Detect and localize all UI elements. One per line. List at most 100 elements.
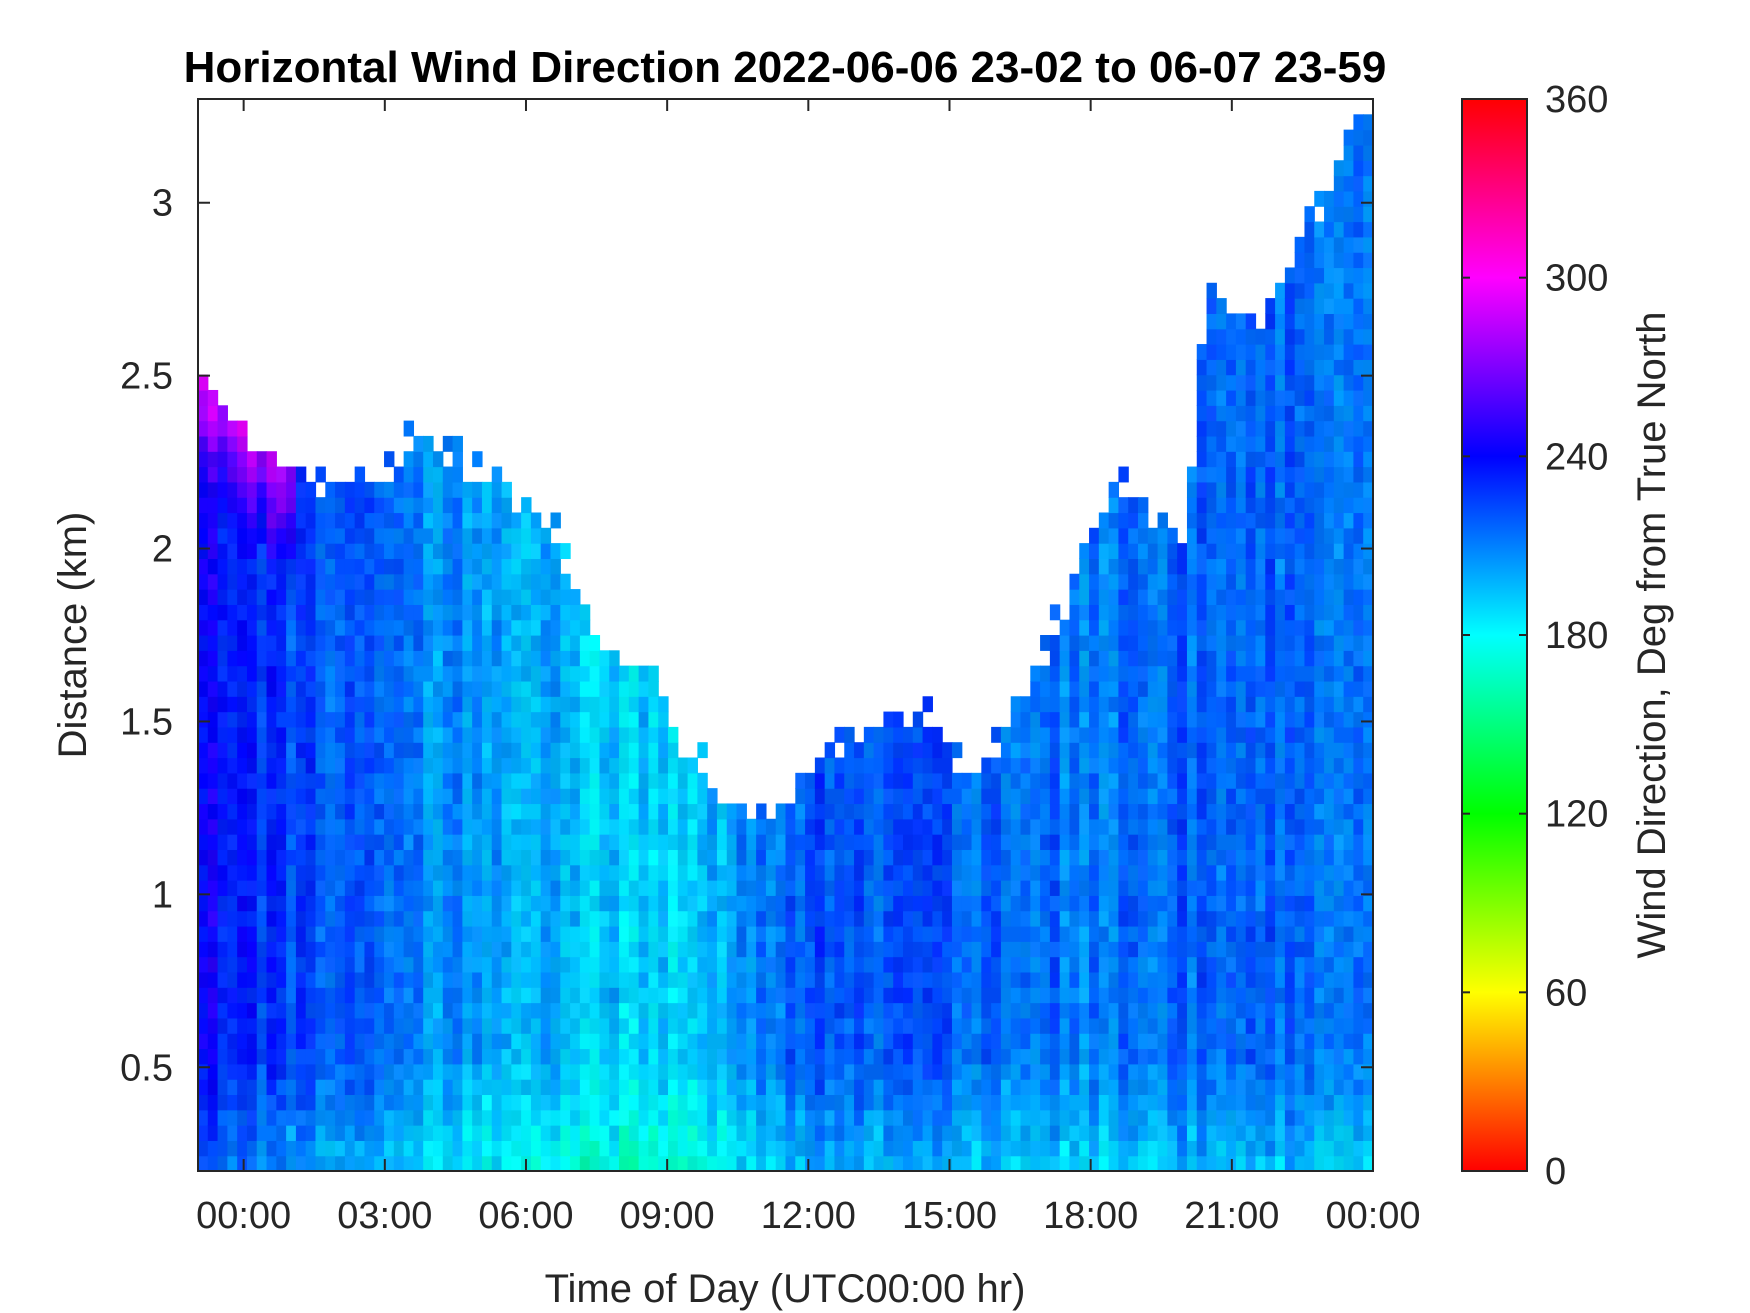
heat-cell [981, 788, 992, 805]
heat-cell [354, 635, 366, 651]
heat-cell [1275, 543, 1286, 560]
heat-cell [903, 757, 914, 774]
heat-cell [374, 1109, 385, 1126]
heat-cell [1343, 543, 1355, 560]
heat-cell [1363, 665, 1373, 682]
heat-cell [863, 1140, 875, 1157]
heat-cell [1324, 910, 1335, 927]
heat-cell [746, 1125, 757, 1141]
heat-cell [805, 987, 816, 1004]
heat-cell [668, 880, 679, 896]
heat-cell [805, 1094, 816, 1111]
heat-cell [266, 1079, 277, 1096]
heat-cell [286, 527, 297, 544]
heat-cell [207, 1079, 219, 1096]
heat-cell [687, 956, 698, 973]
heat-cell [687, 941, 698, 958]
heat-cell [863, 834, 875, 850]
heat-cell [658, 1140, 669, 1157]
heat-cell [198, 1094, 209, 1111]
heat-cell [873, 1002, 885, 1019]
heat-cell [462, 772, 473, 789]
heat-cell [344, 1140, 356, 1157]
heat-cell [951, 895, 963, 912]
heat-cell [697, 834, 708, 850]
heat-cell [1284, 604, 1296, 621]
heat-cell [1000, 910, 1012, 927]
heat-cell [217, 527, 228, 544]
heat-cell [491, 497, 503, 514]
heat-cell [1235, 389, 1247, 406]
heat-cell [1245, 941, 1257, 958]
heat-cell [295, 1017, 307, 1034]
heat-cell [795, 987, 806, 1004]
heat-cell [579, 1033, 591, 1050]
heat-cell [1343, 206, 1355, 223]
heat-cell [1128, 497, 1139, 514]
heat-cell [481, 543, 493, 560]
heat-cell [384, 1140, 395, 1157]
heat-cell [961, 849, 973, 866]
heat-cell [1304, 313, 1315, 330]
heat-cell [423, 1048, 434, 1065]
heat-cell [795, 1017, 806, 1034]
heat-cell [795, 788, 806, 805]
heat-cell [824, 803, 836, 820]
heat-cell [1294, 971, 1306, 988]
heat-cell [1343, 589, 1355, 605]
heat-cell [481, 604, 493, 621]
heat-cell [1000, 834, 1012, 850]
heat-cell [1108, 558, 1120, 575]
heat-cell [756, 910, 767, 927]
heat-cell [1343, 635, 1355, 651]
heat-cell [481, 1033, 493, 1050]
heat-cell [1108, 818, 1120, 835]
heat-cell [1304, 696, 1315, 713]
heat-cell [1118, 680, 1129, 697]
heat-cell [1294, 604, 1306, 621]
heat-cell [736, 1079, 747, 1096]
heat-cell [1049, 910, 1061, 927]
heat-cell [883, 1017, 894, 1034]
heat-cell [873, 1155, 885, 1171]
heat-cell [384, 803, 395, 820]
heat-cell [462, 665, 473, 682]
heat-cell [1235, 650, 1247, 667]
heat-cell [1363, 941, 1373, 958]
heat-cell [736, 1140, 747, 1157]
heat-cell [932, 1140, 943, 1157]
heat-cell [1235, 405, 1247, 422]
heat-cell [648, 665, 659, 682]
heat-cell [452, 558, 463, 575]
heat-cell [1294, 1002, 1306, 1019]
heat-cell [560, 818, 571, 835]
heat-cell [1324, 772, 1335, 789]
heat-cell [1235, 497, 1247, 514]
heat-cell [1206, 527, 1217, 544]
heat-cell [1284, 466, 1296, 483]
heat-cell [276, 1094, 287, 1111]
heat-cell [1138, 604, 1149, 621]
heat-cell [1226, 405, 1237, 422]
heat-cell [1235, 834, 1247, 850]
heat-cell [726, 1048, 738, 1065]
heat-cell [1284, 527, 1296, 544]
heat-cell [384, 1048, 395, 1065]
heat-cell [619, 1109, 630, 1126]
heat-cell [550, 864, 561, 881]
heat-cell [560, 589, 571, 605]
heat-cell [354, 910, 366, 927]
heat-cell [227, 742, 238, 759]
heat-cell [462, 589, 473, 605]
heat-cell [335, 1063, 346, 1080]
heat-cell [844, 1017, 855, 1034]
heat-cell [1314, 987, 1325, 1004]
heat-cell [393, 573, 405, 590]
heat-cell [844, 895, 855, 912]
heat-cell [325, 880, 336, 896]
heat-cell [1000, 1063, 1012, 1080]
heat-cell [452, 635, 463, 651]
heat-cell [1089, 803, 1100, 820]
heat-cell [1314, 558, 1325, 575]
heat-cell [540, 818, 552, 835]
